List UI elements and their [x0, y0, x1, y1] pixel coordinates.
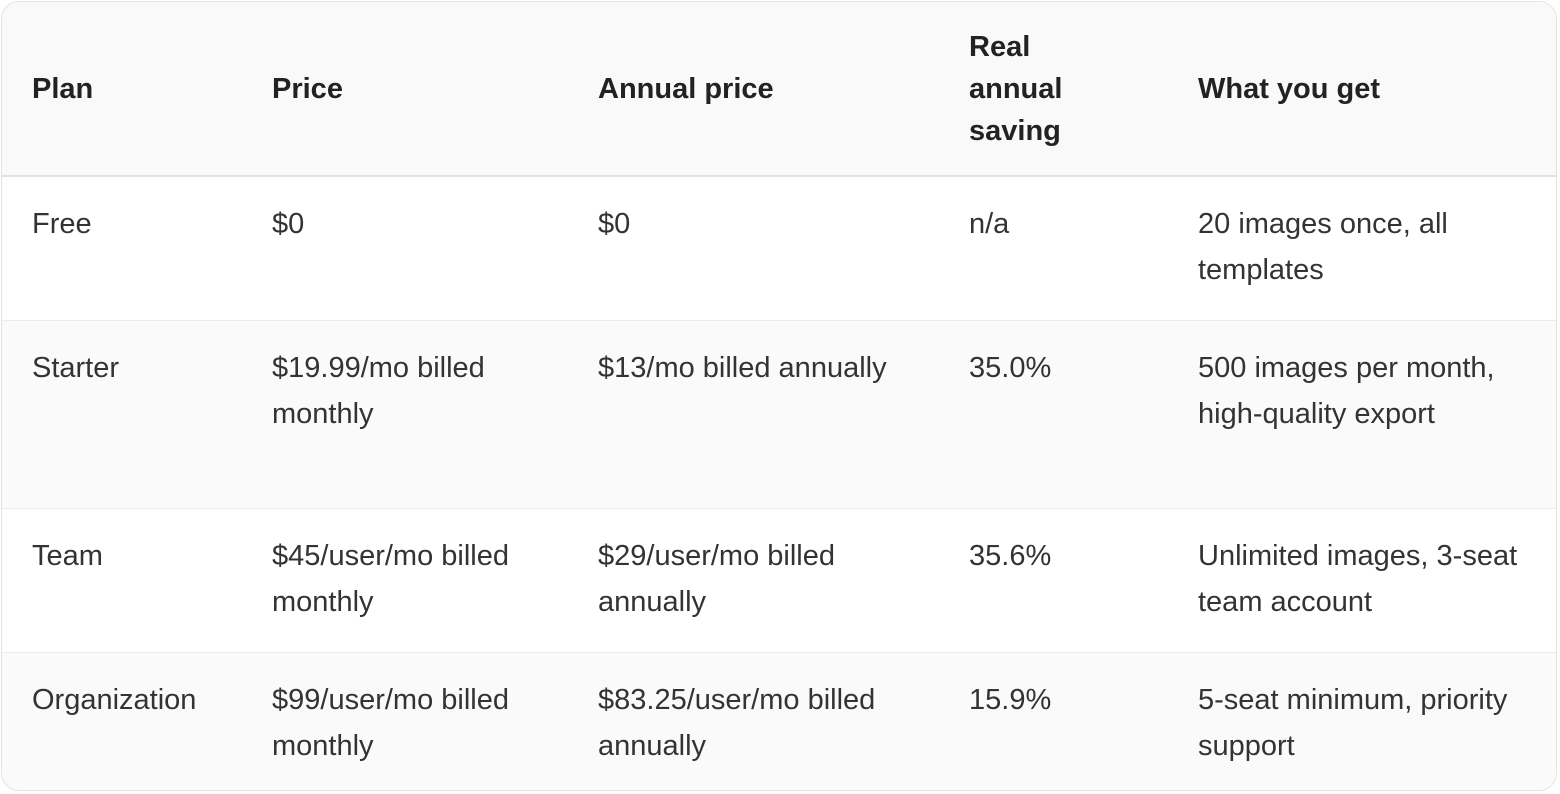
table-body: Free $0 $0 n/a 20 images once, all templ…	[2, 176, 1556, 790]
header-real-annual-saving: Real annual saving	[939, 2, 1168, 177]
cell-real-annual-saving: n/a	[939, 176, 1168, 321]
cell-annual-price: $29/user/mo billed annually	[568, 508, 939, 653]
table-row-team: Team $45/user/mo billed monthly $29/user…	[2, 508, 1556, 653]
cell-what-you-get: 500 images per month, high-quality expor…	[1168, 320, 1556, 509]
table-header: Plan Price Annual price Real annual savi…	[2, 2, 1556, 177]
cell-price: $45/user/mo billed monthly	[242, 508, 568, 653]
cell-plan: Starter	[2, 320, 242, 509]
cell-plan: Team	[2, 508, 242, 653]
cell-what-you-get: Unlimited images, 3-seat team account	[1168, 508, 1556, 653]
cell-what-you-get: 5-seat minimum, priority support	[1198, 683, 1508, 762]
cell-price: $19.99/mo billed monthly	[242, 320, 568, 509]
header-annual-price: Annual price	[568, 2, 939, 177]
cell-what-you-get: 20 images once, all templates	[1168, 176, 1556, 321]
header-price: Price	[242, 2, 568, 177]
header-plan: Plan	[2, 2, 242, 177]
cell-annual-price: $13/mo billed annually	[568, 320, 939, 509]
cell-real-annual-saving: 35.6%	[939, 508, 1168, 653]
cell-annual-price: $83.25/user/mo billed annually	[598, 683, 876, 762]
cell-plan: Free	[2, 176, 242, 321]
cell-real-annual-saving: 15.9%	[969, 683, 1052, 716]
table-row-organization: Organization $99/user/mo billed monthly …	[2, 652, 1556, 790]
cell-plan: Organization	[32, 683, 197, 716]
cell-real-annual-saving: 35.0%	[939, 320, 1168, 509]
table-row-starter: Starter $19.99/mo billed monthly $13/mo …	[2, 320, 1556, 509]
header-what-you-get: What you get	[1168, 2, 1556, 177]
cell-price: $99/user/mo billed monthly	[272, 683, 509, 762]
table-row-free: Free $0 $0 n/a 20 images once, all templ…	[2, 176, 1556, 321]
cell-annual-price: $0	[568, 176, 939, 321]
header-row: Plan Price Annual price Real annual savi…	[2, 2, 1556, 177]
cell-price: $0	[242, 176, 568, 321]
